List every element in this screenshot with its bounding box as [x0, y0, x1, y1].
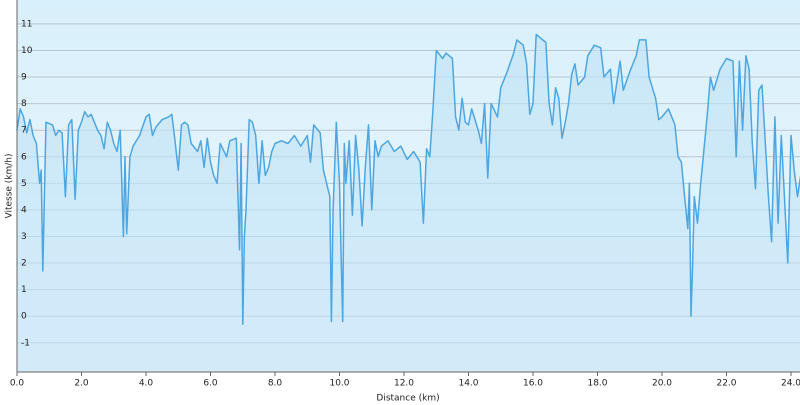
- y-tick-label: 10: [21, 46, 33, 56]
- speed-line: [16, 33, 800, 325]
- x-tick-label: 0.0: [10, 379, 25, 389]
- y-tick-label: 2: [21, 259, 27, 269]
- x-tick-label: 4.0: [139, 379, 154, 389]
- x-tick-label: 24.0: [781, 379, 800, 389]
- y-axis-title: Vitesse (km/h): [5, 153, 15, 218]
- x-tick-label: 6.0: [203, 379, 218, 389]
- x-tick-label: 16.0: [523, 379, 543, 389]
- y-tick-label: 4: [21, 205, 27, 215]
- y-tick-label: -1: [21, 338, 30, 348]
- x-axis-title: Distance (km): [376, 394, 439, 404]
- x-tick-label: 12.0: [394, 379, 414, 389]
- x-tick-label: 10.0: [329, 379, 349, 389]
- x-tick-label: 8.0: [268, 379, 283, 389]
- y-tick-label: 1: [21, 285, 27, 295]
- x-tick-label: 18.0: [587, 379, 607, 389]
- x-tick-label: 22.0: [716, 379, 736, 389]
- y-tick-label: 11: [21, 19, 32, 29]
- y-tick-label: 0: [21, 312, 27, 322]
- y-tick-label: 9: [21, 73, 27, 83]
- y-tick-label: 5: [21, 179, 27, 189]
- area-fill: [17, 34, 800, 372]
- x-tick-label: 2.0: [74, 379, 89, 389]
- x-tick-label: 20.0: [652, 379, 672, 389]
- y-tick-label: 6: [21, 152, 27, 162]
- x-tick-label: 14.0: [458, 379, 478, 389]
- y-tick-label: 7: [21, 126, 27, 136]
- y-tick-label: 8: [21, 99, 27, 109]
- y-tick-label: 3: [21, 232, 27, 242]
